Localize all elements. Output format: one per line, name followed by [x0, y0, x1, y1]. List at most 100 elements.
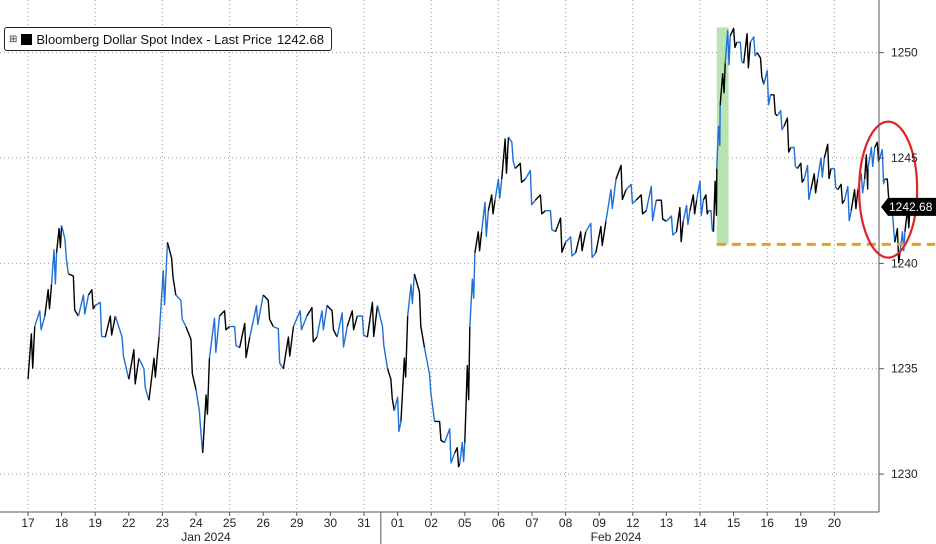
x-tick-label: 26: [257, 516, 271, 530]
price-line-segment: [114, 315, 130, 380]
price-line-segment: [507, 136, 516, 169]
price-line-segment: [625, 183, 637, 205]
price-line-segment: [736, 41, 745, 64]
price-line-segment: [749, 36, 758, 57]
price-line-segment: [262, 294, 274, 327]
x-tick-label: 19: [89, 516, 103, 530]
price-line-segment: [366, 301, 379, 338]
price-line-segment: [501, 136, 510, 180]
price-line-segment: [837, 183, 846, 205]
chart-legend[interactable]: ⊞ Bloomberg Dollar Spot Index - Last Pri…: [4, 27, 332, 51]
x-tick-label: 07: [525, 516, 539, 530]
price-line-segment: [128, 349, 140, 385]
price-line-segment: [729, 27, 738, 49]
price-line-segment: [867, 146, 876, 169]
price-line-segment: [148, 337, 160, 401]
x-tick-label: 14: [693, 516, 707, 530]
price-line-segment: [393, 396, 402, 433]
price-line-segment: [605, 179, 617, 222]
price-line-segment: [702, 194, 710, 215]
price-line-segment: [615, 164, 627, 201]
price-line-segment: [208, 315, 221, 359]
x-tick-label: 31: [357, 516, 371, 530]
price-line-segment: [689, 194, 698, 215]
x-tick-label: 13: [660, 516, 674, 530]
price-line-segment: [87, 289, 96, 310]
x-tick-label: 02: [425, 516, 439, 530]
x-tick-label: 22: [122, 516, 136, 530]
price-line-segment: [104, 315, 117, 338]
price-line-segment: [94, 301, 106, 338]
price-line-segment: [195, 389, 204, 454]
x-tick-label: 19: [794, 516, 808, 530]
price-line-segment: [645, 185, 658, 222]
price-line-segment: [487, 194, 496, 215]
price-line-segment: [138, 357, 150, 401]
price-line-segment: [831, 167, 839, 191]
x-tick-label: 01: [391, 516, 405, 530]
price-line-segment: [175, 294, 187, 327]
last-price-tag-shape: [881, 197, 936, 216]
price-line-segment: [816, 157, 826, 180]
price-line-segment: [716, 105, 721, 169]
price-line-segment: [574, 231, 587, 254]
x-tick-label: 25: [223, 516, 237, 530]
price-line-segment: [524, 169, 536, 206]
legend-swatch: [21, 33, 33, 45]
y-axis: 1230 1235 1240 1245 1250: [879, 46, 918, 481]
chart-grid: [0, 0, 879, 512]
x-tick-label: 23: [156, 516, 170, 530]
price-line-segment: [229, 325, 241, 349]
x-tick-label: 16: [761, 516, 775, 530]
price-line-segment: [77, 294, 90, 317]
price-line-segment: [712, 168, 718, 232]
price-line-segment: [55, 225, 63, 253]
price-line-segment: [27, 326, 36, 380]
price-line-segment: [185, 326, 197, 390]
legend-last-price: 1242.68: [276, 31, 324, 47]
price-line-segment: [469, 252, 476, 327]
price-line-segment: [282, 326, 295, 369]
price-line-segment: [406, 273, 416, 317]
x-tick-label: 17: [21, 516, 35, 530]
price-line-segment: [565, 236, 577, 257]
price-line-segment: [413, 273, 426, 348]
price-line-segment: [316, 305, 328, 338]
x-tick-label: 06: [492, 516, 506, 530]
price-line-segment: [346, 310, 358, 331]
price-line-segment: [273, 325, 284, 370]
expand-toggle-icon[interactable]: ⊞: [9, 33, 18, 45]
price-line-segment: [292, 310, 308, 331]
price-line-segment: [776, 109, 785, 131]
price-line-segment: [796, 162, 805, 183]
price-line-segment: [34, 310, 46, 331]
price-line-segment: [545, 210, 556, 233]
price-line-segment: [464, 326, 471, 443]
price-line-segment: [306, 306, 318, 343]
price-line-segment: [423, 347, 436, 422]
month-label-feb: Feb 2024: [591, 530, 642, 544]
price-line-segment: [843, 185, 852, 222]
price-line-segment: [454, 447, 461, 468]
price-line-segment: [904, 206, 911, 232]
price-line-segment: [823, 143, 832, 180]
y-tick-label: 1230: [891, 467, 918, 481]
price-line-segment: [326, 305, 338, 338]
price-line-segment: [68, 273, 79, 317]
highlight-region: [716, 27, 729, 245]
price-line-segment: [783, 117, 792, 153]
price-line-segment: [50, 248, 58, 285]
price-line-segment: [480, 201, 490, 238]
price-line-segment: [219, 310, 231, 331]
price-line-segment: [386, 368, 395, 411]
price-line-segment: [675, 206, 684, 243]
x-tick-label: 05: [458, 516, 472, 530]
price-line-segment: [514, 162, 526, 183]
last-price-tag: 1242.68: [881, 197, 936, 216]
price-line-segment: [494, 178, 503, 201]
price-line-segment: [60, 225, 70, 274]
price-line-segment: [695, 180, 705, 217]
price-line-segment: [400, 316, 409, 422]
price-line-segment: [790, 146, 798, 170]
last-price-tag-label: 1242.68: [889, 200, 933, 214]
